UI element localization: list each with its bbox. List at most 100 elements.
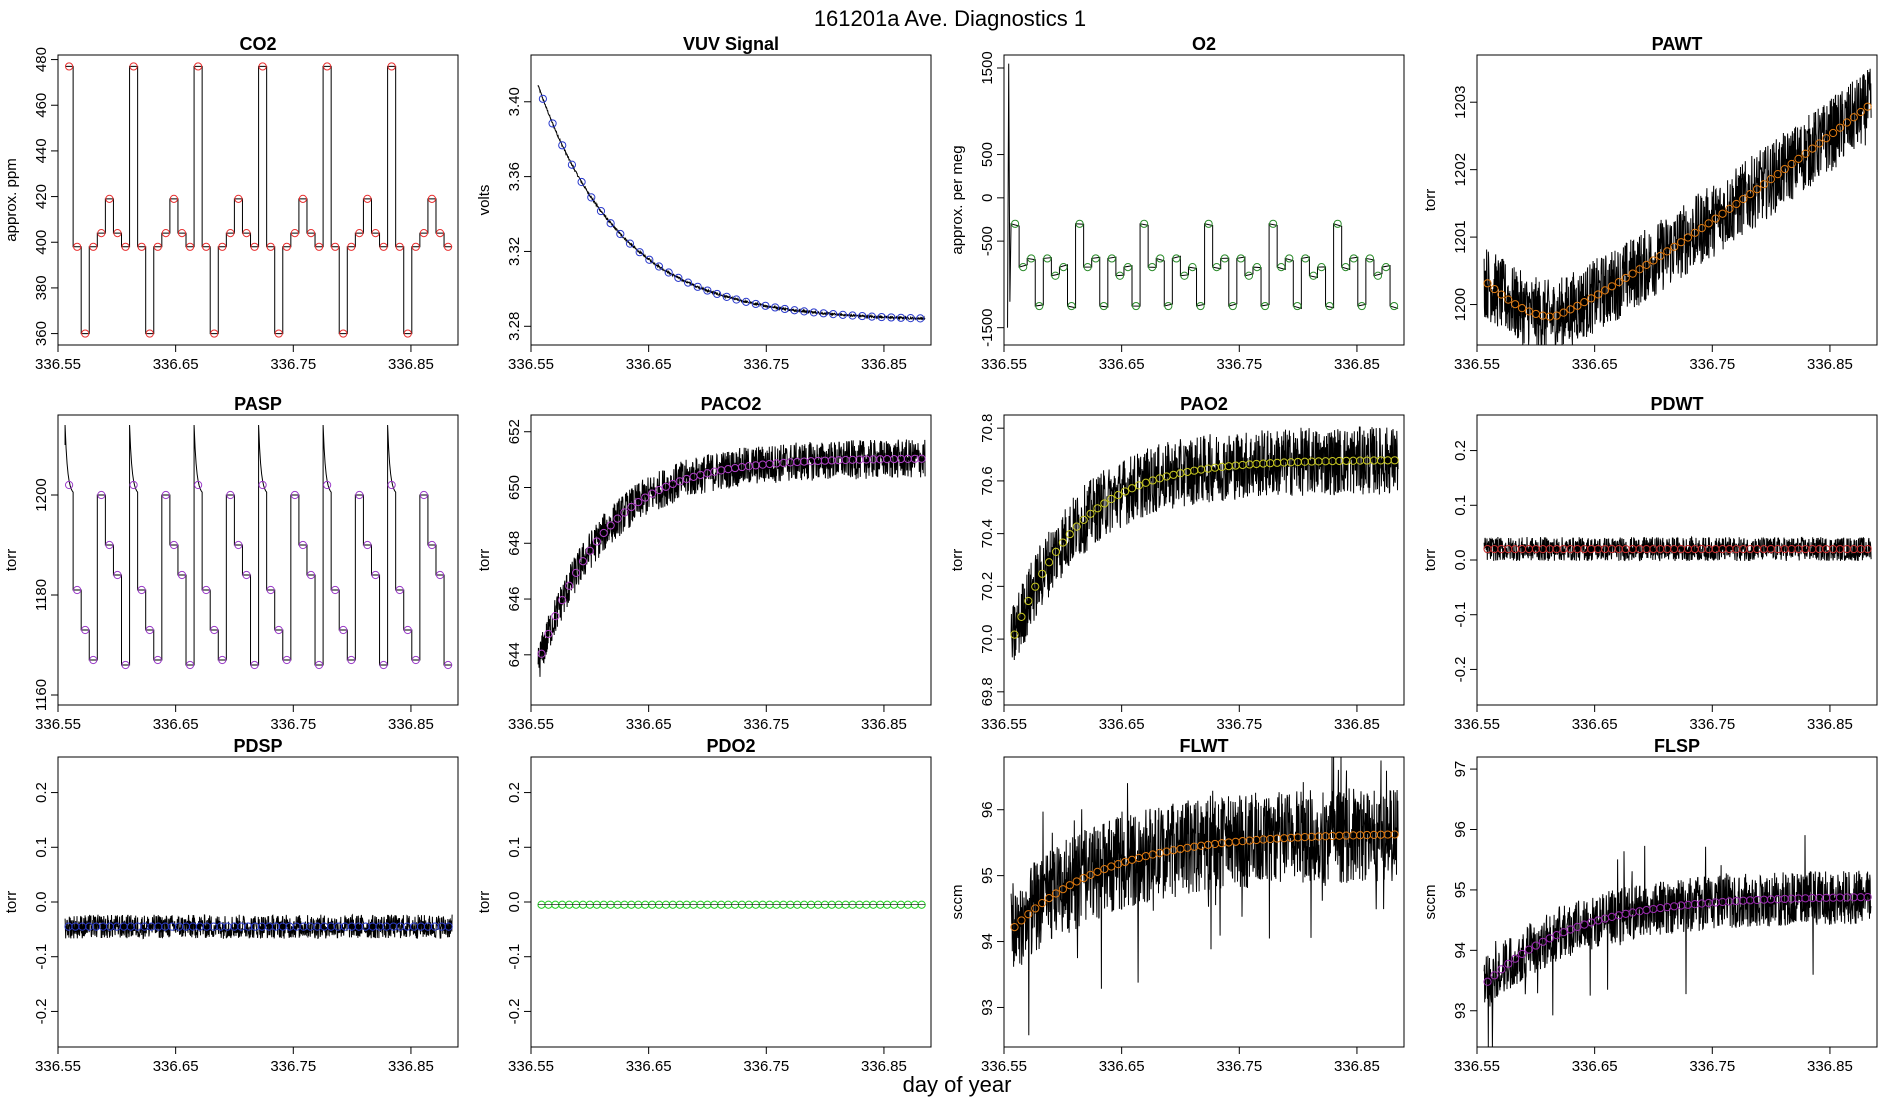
y-axis-label: torr bbox=[949, 549, 966, 572]
data-point bbox=[571, 568, 581, 577]
series-line bbox=[1483, 68, 1872, 346]
y-tick-label: 70.8 bbox=[979, 414, 996, 443]
y-tick-label: 3.28 bbox=[506, 312, 523, 341]
data-point bbox=[877, 312, 886, 322]
plot-frame bbox=[1476, 756, 1878, 1048]
data-point bbox=[829, 310, 838, 319]
y-tick-label: 95 bbox=[979, 867, 996, 884]
data-point bbox=[1059, 262, 1068, 272]
x-tick-label: 336.55 bbox=[508, 716, 554, 733]
data-point bbox=[89, 655, 98, 665]
x-tick-label: 336.65 bbox=[1572, 1058, 1618, 1075]
data-point bbox=[1277, 262, 1286, 272]
x-tick-label: 336.55 bbox=[981, 356, 1027, 373]
data-point bbox=[306, 570, 316, 580]
data-point bbox=[664, 268, 673, 277]
x-tick-label: 336.65 bbox=[1099, 356, 1145, 373]
data-point bbox=[1188, 262, 1197, 272]
y-tick-label: 0.2 bbox=[1452, 440, 1469, 461]
series-line bbox=[64, 424, 453, 666]
data-point bbox=[1683, 233, 1693, 242]
data-point bbox=[1091, 254, 1100, 263]
data-point bbox=[177, 229, 187, 238]
y-axis-label: torr bbox=[3, 549, 20, 572]
data-point bbox=[1204, 219, 1213, 228]
data-point bbox=[202, 585, 211, 595]
data-point bbox=[395, 585, 404, 595]
x-tick-label: 336.65 bbox=[153, 1058, 199, 1075]
data-point bbox=[790, 306, 799, 315]
data-point bbox=[379, 660, 388, 670]
data-point bbox=[290, 490, 299, 500]
x-tick-label: 336.65 bbox=[626, 1058, 672, 1075]
panel-pdsp: PDSP torr 336.55 336.65 336.75 336.85 -0.2 -0.1… bbox=[3, 736, 459, 1075]
data-point bbox=[169, 540, 179, 550]
data-point bbox=[1357, 301, 1366, 311]
data-point bbox=[1038, 569, 1047, 578]
y-tick-label: 0.1 bbox=[506, 837, 523, 858]
y-tick-label: 646 bbox=[506, 587, 523, 612]
y-tick-label: 0.1 bbox=[33, 837, 50, 858]
y-tick-label: 69.8 bbox=[979, 677, 996, 706]
data-point bbox=[1244, 271, 1254, 280]
data-point bbox=[177, 570, 187, 580]
panel-title: FLSP bbox=[1654, 736, 1700, 756]
data-point bbox=[242, 570, 251, 580]
data-point bbox=[121, 660, 130, 670]
data-point bbox=[387, 62, 396, 71]
x-tick-label: 336.85 bbox=[1807, 356, 1853, 373]
data-point bbox=[1517, 949, 1527, 959]
data-point bbox=[1099, 301, 1108, 311]
plot-frame bbox=[1476, 54, 1878, 346]
data-point bbox=[339, 625, 348, 635]
x-tick-label: 336.75 bbox=[1216, 1058, 1262, 1075]
data-point bbox=[1670, 242, 1679, 251]
data-point bbox=[693, 282, 702, 291]
data-point bbox=[427, 194, 437, 203]
data-point bbox=[587, 193, 596, 202]
data-point bbox=[819, 309, 828, 318]
panel-grid: CO2 approx. ppm 336.55 336.65 336.75 336.85 36… bbox=[3, 34, 1878, 1075]
data-point bbox=[1815, 139, 1824, 148]
y-axis-label: sccm bbox=[949, 885, 966, 920]
data-point bbox=[1497, 965, 1506, 974]
data-point bbox=[1483, 977, 1492, 986]
data-point bbox=[1531, 941, 1540, 950]
data-point bbox=[387, 480, 396, 490]
x-tick-label: 336.85 bbox=[388, 1058, 434, 1075]
data-point bbox=[258, 62, 267, 71]
data-point bbox=[1127, 484, 1137, 493]
plot-frame bbox=[530, 414, 932, 706]
series-line bbox=[1010, 426, 1399, 661]
x-tick-label: 336.85 bbox=[1807, 716, 1853, 733]
data-point bbox=[1517, 304, 1527, 313]
data-point bbox=[411, 242, 420, 251]
data-point bbox=[161, 490, 170, 500]
data-point bbox=[1044, 894, 1054, 903]
x-tick-label: 336.55 bbox=[508, 356, 554, 373]
data-point bbox=[250, 242, 259, 251]
data-point bbox=[1293, 301, 1302, 311]
y-tick-label: -1500 bbox=[979, 308, 996, 346]
data-point bbox=[1349, 254, 1358, 263]
data-point bbox=[1100, 499, 1109, 508]
data-point bbox=[1822, 134, 1831, 143]
data-point bbox=[1260, 301, 1270, 311]
data-point bbox=[1115, 271, 1125, 280]
data-point bbox=[1051, 547, 1061, 557]
y-tick-label: 70.2 bbox=[979, 572, 996, 601]
panel-pasp: PASP torr 336.55 336.65 336.75 336.85 1160 1180… bbox=[3, 394, 459, 733]
data-point bbox=[89, 242, 98, 251]
data-point bbox=[1172, 254, 1181, 263]
data-point bbox=[1065, 881, 1074, 890]
data-point bbox=[1083, 262, 1092, 272]
panel-title: PAWT bbox=[1652, 34, 1703, 54]
series-line bbox=[537, 439, 926, 677]
data-point bbox=[1100, 864, 1109, 874]
x-tick-label: 336.85 bbox=[861, 1058, 907, 1075]
data-point bbox=[81, 329, 90, 338]
y-axis-label: torr bbox=[1422, 189, 1439, 212]
y-tick-label: 3.36 bbox=[506, 162, 523, 191]
data-point bbox=[1607, 282, 1617, 291]
